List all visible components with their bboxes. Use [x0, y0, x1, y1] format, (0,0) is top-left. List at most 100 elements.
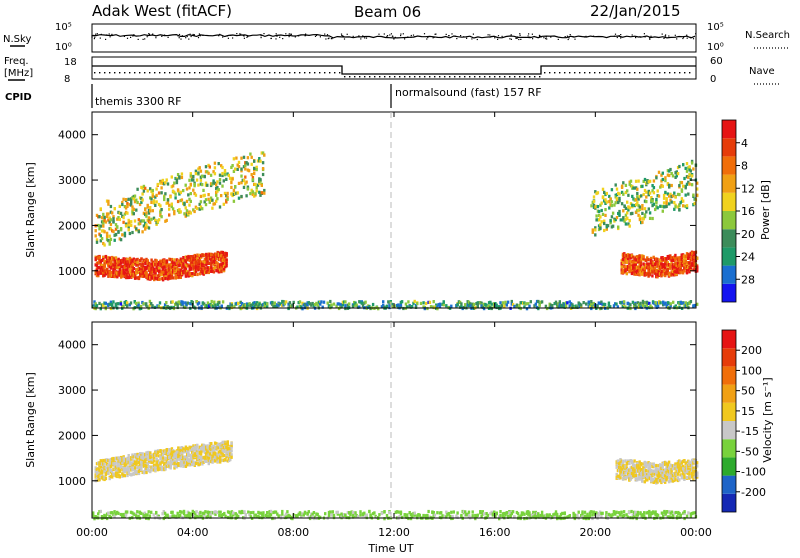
power-echo-cell	[602, 196, 604, 199]
power-echo-cell	[167, 182, 169, 185]
power-echo-cell	[506, 303, 508, 306]
power-echo-cell	[166, 259, 168, 262]
velocity-echo-cell	[223, 450, 225, 453]
power-echo-cell	[483, 307, 485, 310]
noise-right-tick-top: 10⁵	[707, 22, 724, 33]
power-colorbar-swatch	[722, 229, 736, 247]
power-echo-cell	[602, 213, 604, 216]
power-echo-cell	[240, 157, 242, 160]
noise-search-dot	[188, 39, 189, 40]
power-echo-cell	[95, 229, 97, 232]
noise-search-dot	[539, 36, 540, 37]
noise-search-dot	[663, 38, 664, 39]
power-echo-cell	[263, 153, 265, 156]
noise-search-dot	[342, 35, 343, 36]
power-echo-cell	[387, 300, 389, 303]
power-echo-cell	[112, 271, 114, 274]
power-echo-cell	[219, 182, 221, 185]
power-echo-cell	[691, 174, 693, 177]
velocity-echo-cell	[124, 474, 126, 477]
power-echo-cell	[639, 218, 641, 221]
noise-search-dot	[270, 38, 271, 39]
noise-search-dot	[105, 39, 106, 40]
noise-search-dot	[179, 37, 180, 38]
velocity-echo-cell	[210, 442, 212, 445]
power-echo-cell	[631, 204, 633, 207]
power-echo-cell	[224, 169, 226, 172]
noise-search-dot	[490, 37, 491, 38]
velocity-echo-cell	[161, 468, 163, 471]
noise-search-dot	[473, 34, 474, 35]
velocity-echo-cell	[211, 461, 213, 464]
power-echo-cell	[615, 183, 617, 186]
power-echo-cell	[100, 225, 102, 228]
power-echo-cell	[187, 193, 189, 196]
power-echo-cell	[158, 278, 160, 281]
velocity-echo-cell	[187, 451, 189, 454]
power-echo-cell	[243, 156, 245, 159]
power-echo-cell	[299, 300, 301, 303]
noise-search-dot	[179, 34, 180, 35]
beam-title: Beam 06	[354, 3, 421, 21]
power-echo-cell	[136, 201, 138, 204]
power-echo-cell	[687, 193, 689, 196]
power-echo-cell	[433, 300, 435, 303]
velocity-echo-cell	[164, 457, 166, 460]
power-echo-cell	[157, 183, 159, 186]
noise-search-dot	[341, 34, 342, 35]
power-echo-cell	[622, 261, 624, 264]
power-colorbar-tick-label: 12	[741, 182, 755, 195]
nave-dot	[334, 72, 335, 73]
velocity-echo-cell	[105, 466, 107, 469]
power-echo-cell	[195, 194, 197, 197]
noise-search-dot	[198, 37, 199, 38]
noise-search-dot	[676, 38, 677, 39]
noise-search-dot	[573, 36, 574, 37]
noise-search-dot	[614, 36, 615, 37]
power-echo-cell	[219, 205, 221, 208]
noise-search-dot	[298, 35, 299, 36]
power-echo-cell	[620, 218, 622, 221]
velocity-echo-cell	[196, 444, 198, 447]
nave-dot	[594, 72, 595, 73]
power-echo-cell	[195, 172, 197, 175]
power-echo-cell	[686, 170, 688, 173]
power-echo-cell	[126, 212, 128, 215]
power-echo-cell	[649, 180, 651, 183]
power-echo-cell	[626, 189, 628, 192]
power-echo-cell	[678, 306, 680, 309]
power-echo-cell	[142, 302, 144, 305]
power-echo-cell	[649, 211, 651, 214]
power-echo-cell	[218, 162, 220, 165]
velocity-echo-cell	[134, 466, 136, 469]
power-echo-cell	[122, 305, 124, 308]
power-echo-cell	[262, 173, 264, 176]
power-echo-cell	[109, 270, 111, 273]
power-echo-cell	[207, 193, 209, 196]
power-echo-cell	[133, 212, 135, 215]
power-echo-cell	[100, 207, 102, 210]
power-echo-cell	[685, 186, 687, 189]
power-echo-cell	[289, 301, 291, 304]
power-echo-cell	[645, 195, 647, 198]
power-echo-cell	[601, 202, 603, 205]
power-echo-cell	[141, 198, 143, 201]
power-echo-cell	[230, 186, 232, 189]
noise-search-dot	[455, 36, 456, 37]
noise-search-dot	[686, 35, 687, 36]
power-echo-cell	[147, 189, 149, 192]
nave-dot	[469, 76, 470, 77]
nave-dot	[129, 72, 130, 73]
power-echo-cell	[114, 239, 116, 242]
nave-dot	[234, 72, 235, 73]
power-echo-cell	[622, 216, 624, 219]
nave-dot	[404, 76, 405, 77]
power-echo-cell	[107, 203, 109, 206]
velocity-echo-cell	[645, 469, 647, 472]
power-echo-cell	[101, 237, 103, 240]
nave-dot	[529, 76, 530, 77]
velocity-echo-cell	[683, 476, 685, 479]
noise-search-dot	[236, 33, 237, 34]
power-echo-cell	[669, 267, 671, 270]
velocity-echo-cell	[678, 478, 680, 481]
